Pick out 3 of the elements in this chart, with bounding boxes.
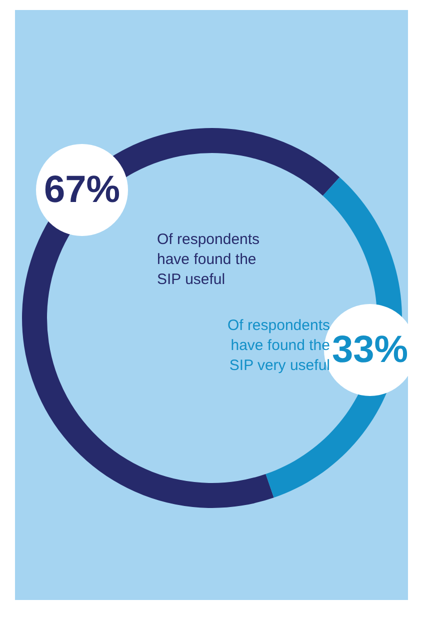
data-label: 33% [332,328,408,372]
data-label: 67% [44,168,120,212]
slice-label: Of respondents have found the SIP useful [157,230,261,290]
